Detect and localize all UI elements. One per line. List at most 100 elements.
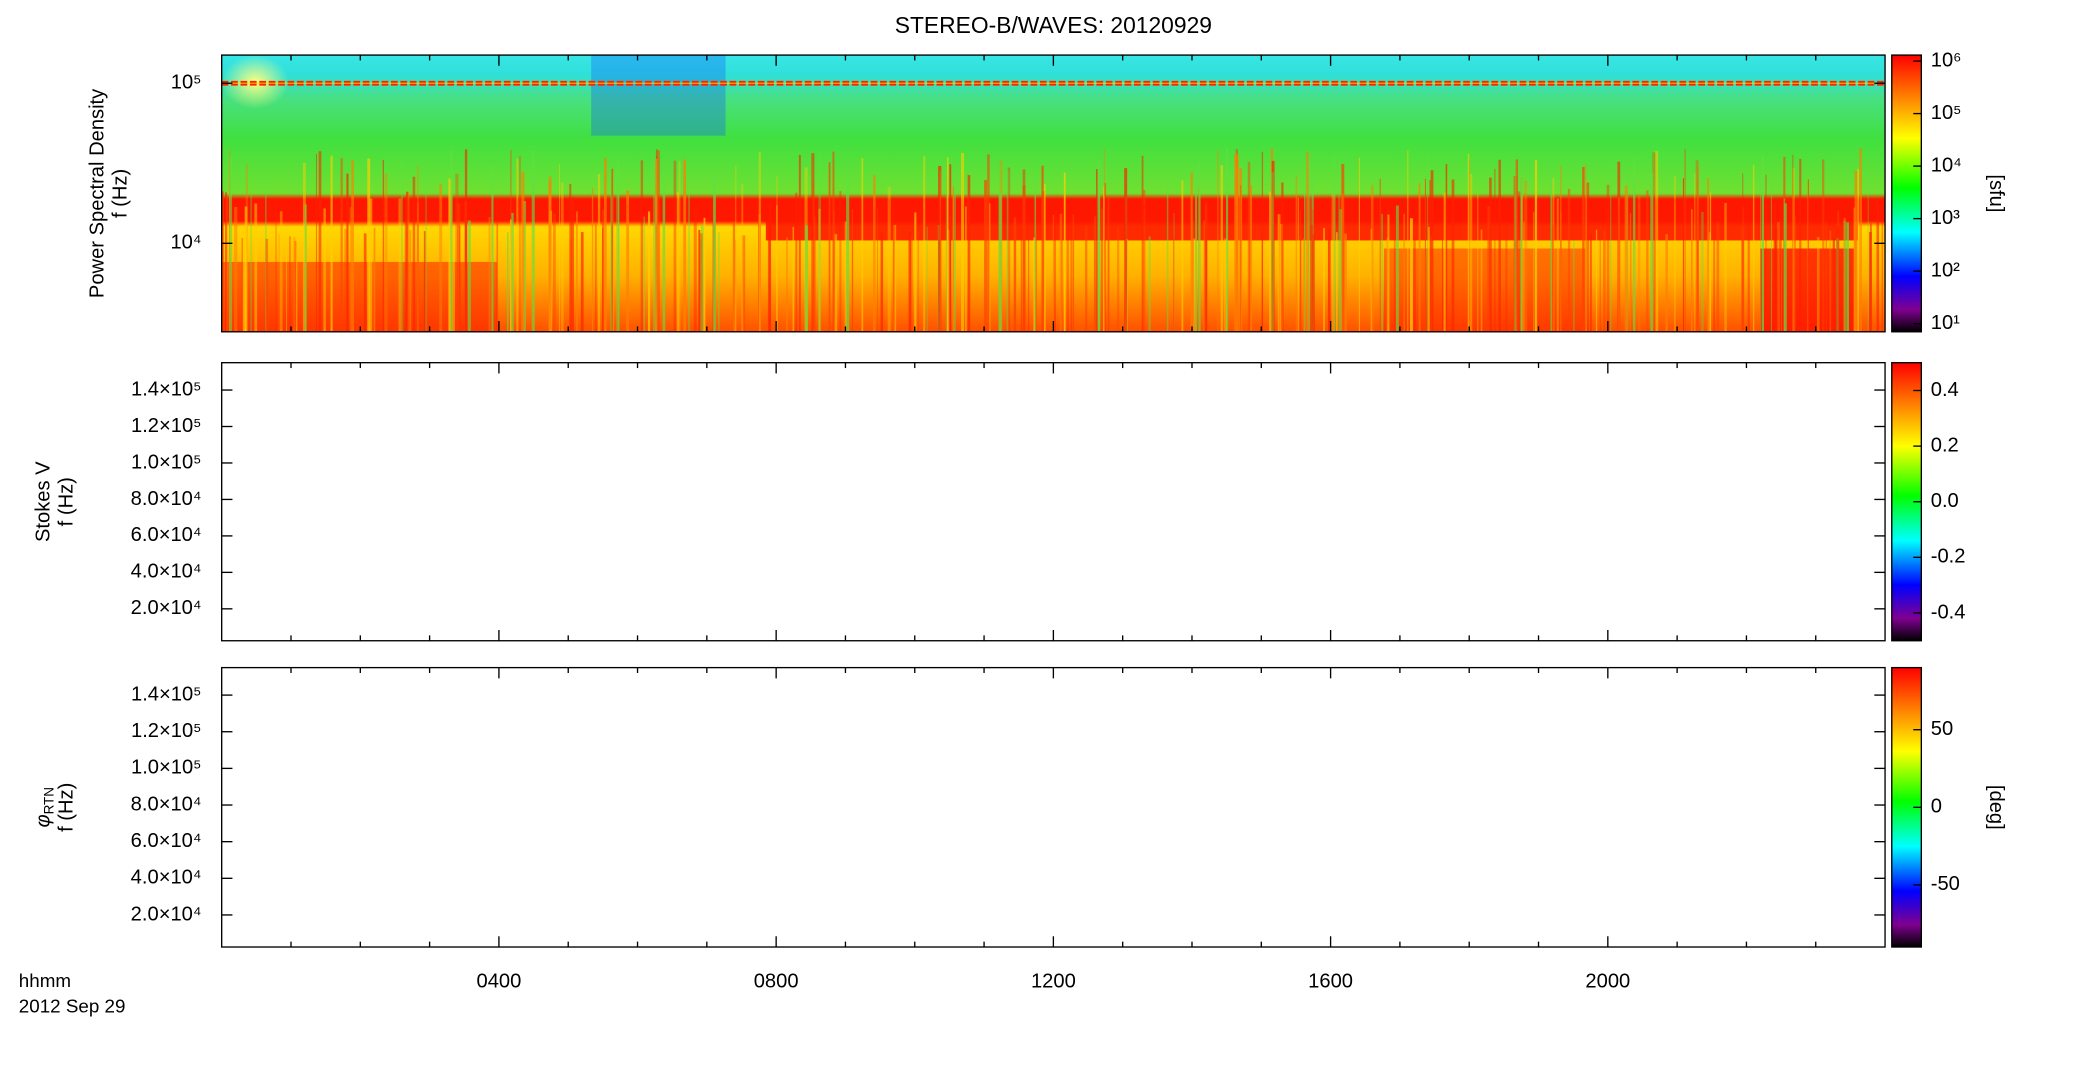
colorbar-tick-label: 10³: [1931, 207, 1960, 229]
spectrogram-streak: [828, 162, 831, 332]
spectrogram-streak: [1567, 188, 1571, 332]
spectrogram-streak: [1707, 178, 1710, 332]
spectrogram-streak: [1724, 202, 1727, 332]
spectrogram-streak: [1248, 198, 1251, 332]
spectrogram-streak: [1665, 234, 1668, 332]
spectrogram-streak: [1709, 192, 1712, 332]
spectrogram-streak: [417, 165, 419, 332]
spectrogram-streak: [1403, 213, 1405, 332]
spectrogram-streak: [519, 155, 521, 332]
spectrogram-streak: [1307, 155, 1311, 332]
spectrogram-streak: [611, 168, 614, 332]
spectrogram-streak: [1655, 150, 1659, 332]
spectrogram-streak: [1370, 228, 1373, 332]
spectrogram-streak: [616, 161, 619, 332]
plot-area: [221, 362, 1886, 641]
spectrogram-streak: [1691, 209, 1693, 332]
spectrogram-streak: [1610, 155, 1612, 332]
spectrogram-streak: [1236, 155, 1239, 332]
spectrogram-streak: [1269, 191, 1271, 332]
spectrogram-streak: [1323, 227, 1325, 332]
spectrogram-streak: [703, 217, 706, 332]
colorbar-tick-label: 10⁴: [1931, 154, 1962, 176]
spectrogram-streak: [405, 191, 409, 332]
spectrogram-streak: [1166, 185, 1169, 332]
spectrogram-streak: [1339, 209, 1343, 332]
chart-title: STEREO-B/WAVES: 20120929: [895, 12, 1212, 38]
spectrogram-streak: [1203, 201, 1207, 332]
spectrogram-streak: [1599, 237, 1601, 332]
y-tick-label: 1.0×10⁵: [131, 451, 202, 473]
spectrogram-streak: [1843, 217, 1846, 332]
y-tick-label: 1.4×10⁵: [131, 683, 202, 705]
spectrogram-streak: [346, 173, 349, 332]
spectrogram-streak: [1085, 225, 1088, 332]
spectrogram-streak: [653, 189, 655, 332]
spectrogram-streak: [1859, 148, 1862, 332]
spectrogram-streak: [1271, 172, 1275, 332]
spectrogram-streak: [369, 198, 373, 332]
spectrogram-streak: [1312, 234, 1315, 332]
spectrogram-streak: [1305, 152, 1309, 332]
spectrogram-streak: [910, 236, 913, 332]
spectrogram-streak: [1765, 174, 1767, 332]
spectrogram-streak: [846, 173, 850, 332]
spectrogram-streak: [1469, 173, 1473, 332]
spectrogram-streak: [1514, 158, 1517, 332]
spectrogram-streak: [1682, 178, 1684, 332]
spectrogram-streak: [1779, 198, 1782, 332]
x-tick-label: 0800: [754, 970, 799, 992]
spectrogram-streak: [1300, 235, 1302, 332]
spectrogram-streak: [989, 203, 991, 332]
spectrogram-streak: [776, 175, 778, 332]
spectrogram-streak: [818, 151, 821, 332]
spectrogram-streak: [467, 220, 471, 332]
spectrogram-streak: [1034, 170, 1037, 332]
spectrogram-streak: [967, 175, 971, 332]
spectrogram-streak: [1059, 213, 1063, 332]
spectrogram-streak: [1650, 173, 1654, 332]
spectrogram-streak: [250, 195, 252, 332]
spectrogram-streak: [448, 178, 452, 332]
spectrogram-streak: [887, 187, 891, 332]
spectrogram-streak: [1777, 222, 1781, 332]
spectrogram-streak: [873, 175, 876, 332]
spectrogram-streak: [222, 191, 224, 332]
spectrogram-streak: [1430, 236, 1433, 332]
spectrogram-streak: [409, 229, 412, 332]
spectrogram-streak: [450, 150, 453, 332]
spectrogram-streak: [767, 226, 771, 332]
spectrogram-streak: [914, 212, 917, 332]
spectrogram-streak: [560, 182, 564, 332]
spectrogram-streak: [293, 236, 296, 332]
spectrogram-streak: [1333, 155, 1336, 332]
spectrogram-streak: [1445, 163, 1448, 332]
spectrogram-streak: [1708, 232, 1711, 332]
spectrogram-streak: [1104, 183, 1107, 332]
spectrogram-streak: [640, 160, 644, 332]
spectrogram-streak: [1585, 181, 1587, 332]
spectrogram-streak: [425, 170, 427, 332]
spectrogram-streak: [735, 165, 737, 332]
spectrogram-streak: [464, 149, 468, 332]
spectrogram-streak: [1606, 184, 1610, 332]
y-axis-label: f (Hz): [56, 783, 78, 832]
spectrogram-streak: [1799, 158, 1802, 332]
spectrogram-patch: [591, 55, 726, 136]
y-axis-label: f (Hz): [56, 477, 78, 526]
spectrogram-streak: [965, 206, 967, 332]
spectrogram-streak: [1035, 231, 1037, 332]
x-tick-label: 2000: [1585, 970, 1630, 992]
spectrogram-streak: [818, 208, 821, 332]
spectrogram-streak: [1480, 229, 1483, 332]
spectrogram-streak: [330, 155, 333, 332]
spectrogram-streak: [1441, 225, 1443, 332]
spectrogram-streak: [304, 204, 307, 332]
spectrogram-streak: [1550, 173, 1553, 332]
spectrogram-streak: [1342, 206, 1345, 332]
spectrogram-streak: [521, 172, 525, 332]
y-tick-label: 8.0×10⁴: [131, 793, 202, 815]
spectrogram-streak: [961, 152, 965, 332]
spectrogram-streak: [1343, 233, 1347, 332]
spectrogram-streak: [698, 229, 701, 332]
